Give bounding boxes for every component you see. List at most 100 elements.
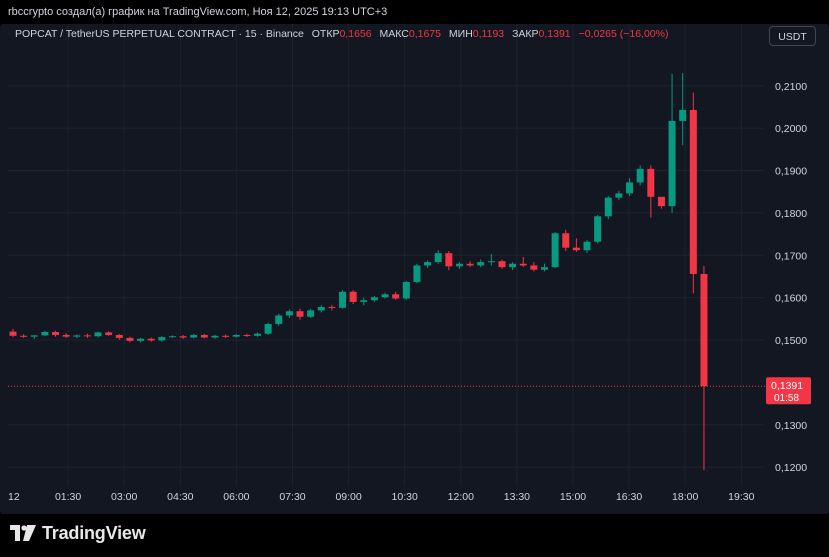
candle-body xyxy=(20,335,28,337)
candle-body xyxy=(445,253,453,267)
candle-body xyxy=(105,332,113,335)
candle-body xyxy=(137,338,145,341)
open-label: ОТКР xyxy=(311,28,340,40)
candle-body xyxy=(94,332,102,337)
x-tick-label: 12:00 xyxy=(448,491,474,503)
candle-body xyxy=(179,336,187,338)
x-tick-label: 03:00 xyxy=(111,491,137,503)
x-tick-label: 12 xyxy=(8,491,20,503)
candle-body xyxy=(41,331,49,336)
x-tick-label: 19:30 xyxy=(728,491,754,503)
price-chart[interactable]: 0,1200 0,1300 0,1500 0,1600 0,1700 0,1800 0,19… xyxy=(0,24,829,514)
candle-body xyxy=(477,262,485,266)
tradingview-logo-icon xyxy=(10,525,36,541)
candle-body xyxy=(679,109,687,121)
open-value: 0,1656 xyxy=(339,28,372,40)
candle-body xyxy=(275,315,283,324)
share-caption-bar: rbccrypto создал(а) график на TradingVie… xyxy=(0,0,829,24)
candle-body xyxy=(73,335,81,337)
candle-body xyxy=(296,311,304,317)
candle-body xyxy=(243,334,251,336)
candle-body xyxy=(604,197,612,217)
candle-body xyxy=(339,291,347,308)
candle-body xyxy=(647,168,655,197)
candle-body xyxy=(158,337,166,341)
candle-body xyxy=(317,306,325,311)
candle-body xyxy=(285,311,293,316)
candle-body xyxy=(147,338,155,341)
candle-body xyxy=(360,300,368,302)
candle-body xyxy=(222,335,230,337)
x-tick-label: 07:30 xyxy=(279,491,305,503)
candle-body xyxy=(700,273,708,387)
candle-body xyxy=(328,306,336,308)
candle-body xyxy=(264,323,272,334)
bar-countdown-label: 01:58 xyxy=(774,393,799,404)
candle-body xyxy=(402,281,410,299)
candle-body xyxy=(83,335,91,337)
x-tick-label: 10:30 xyxy=(392,491,418,503)
candle-body xyxy=(689,109,697,274)
candle-body xyxy=(370,297,378,301)
high-label: МАКС xyxy=(379,28,409,40)
x-tick-label: 09:00 xyxy=(335,491,361,503)
chart-panel[interactable]: 0,1200 0,1300 0,1500 0,1600 0,1700 0,1800 0,19… xyxy=(0,24,829,514)
candle-body xyxy=(551,233,559,268)
x-tick-label: 01:30 xyxy=(55,491,81,503)
candle-body xyxy=(126,337,134,341)
candle-body xyxy=(232,334,240,337)
share-caption: rbccrypto создал(а) график на TradingVie… xyxy=(8,6,388,18)
x-tick-label: 04:30 xyxy=(167,491,193,503)
last-price-label: 0,1391 xyxy=(771,380,803,392)
candle-body xyxy=(168,336,176,338)
candle-body xyxy=(466,263,474,266)
candle-body xyxy=(636,168,644,183)
candle-body xyxy=(455,263,463,267)
candle-body xyxy=(434,253,442,263)
candle-body xyxy=(381,294,389,298)
candle-body xyxy=(62,334,70,337)
y-tick-label: 0,1700 xyxy=(775,250,807,262)
candle-body xyxy=(115,334,123,338)
close-value: 0,1391 xyxy=(538,28,571,40)
candle-body xyxy=(211,335,219,338)
last-price-tag xyxy=(766,377,811,405)
candle-body xyxy=(615,193,623,198)
y-tick-label: 0,1300 xyxy=(775,420,807,432)
low-label: МИН xyxy=(448,28,473,40)
close-label: ЗАКР xyxy=(512,28,539,40)
x-tick-label: 06:00 xyxy=(223,491,249,503)
candle-body xyxy=(30,335,38,337)
low-value: 0,1193 xyxy=(472,28,505,40)
candle-body xyxy=(52,331,60,335)
change-value: −0,0265 (−16,00%) xyxy=(578,28,669,40)
candle-body xyxy=(349,291,357,302)
y-tick-label: 0,1200 xyxy=(775,462,807,474)
tradingview-wordmark: TradingView xyxy=(42,522,146,543)
candle-body xyxy=(307,310,315,317)
candle-body xyxy=(626,182,634,194)
candle-body xyxy=(519,263,527,266)
x-tick-label: 18:00 xyxy=(672,491,698,503)
candle-body xyxy=(509,263,517,268)
candle-body xyxy=(572,247,580,251)
candle-body xyxy=(200,334,208,338)
y-tick-label: 0,1500 xyxy=(775,335,807,347)
symbol-legend: POPCAT / TetherUS PERPETUAL CONTRACT · 1… xyxy=(15,28,668,40)
y-tick-label: 0,2100 xyxy=(775,81,807,93)
candle-body xyxy=(498,261,506,268)
candle-body xyxy=(190,334,198,338)
y-tick-label: 0,1800 xyxy=(775,208,807,220)
currency-button[interactable]: USDT xyxy=(769,26,816,46)
candle-body xyxy=(9,331,17,336)
y-tick-label: 0,2000 xyxy=(775,123,807,135)
x-tick-label: 13:30 xyxy=(504,491,530,503)
candle-body xyxy=(594,216,602,242)
x-tick-label: 16:30 xyxy=(616,491,642,503)
candle-body xyxy=(541,267,548,270)
candle-body xyxy=(487,261,495,263)
candle-body xyxy=(392,294,400,299)
candle-body xyxy=(657,196,665,207)
candle-body xyxy=(424,262,432,266)
high-value: 0,1675 xyxy=(408,28,441,40)
